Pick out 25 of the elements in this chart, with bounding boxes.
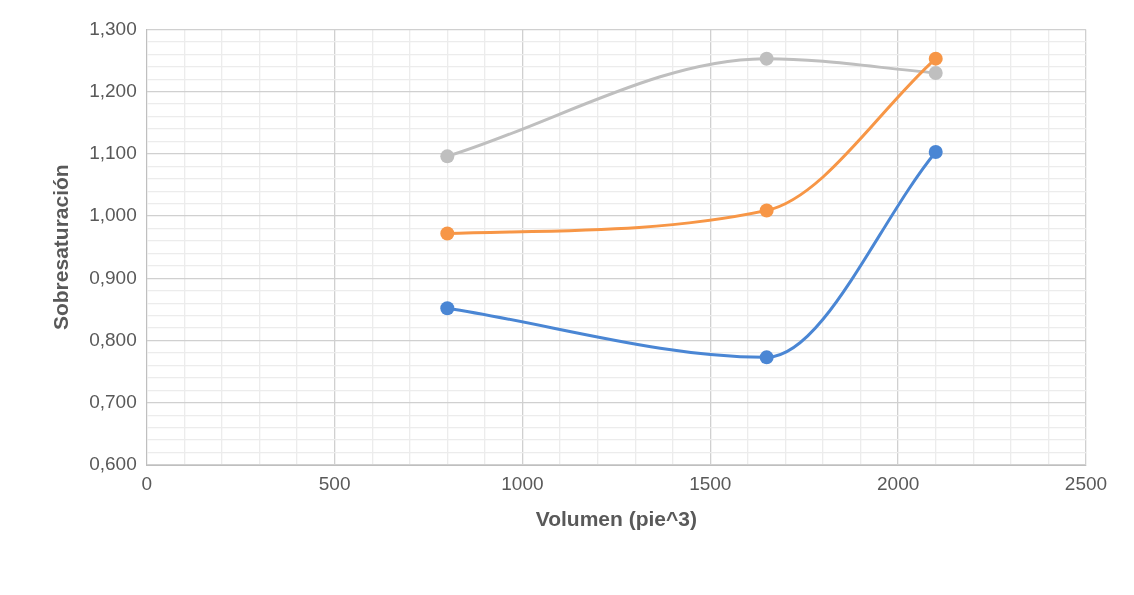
y-axis-title: Sobresaturación	[49, 164, 73, 331]
x-tick-label: 2500	[1064, 472, 1108, 494]
x-tick-label: 1000	[501, 472, 544, 494]
x-axis-title: Volumen (pie^3)	[535, 507, 697, 531]
point	[928, 144, 943, 159]
y-tick-label: 0,900	[89, 266, 137, 288]
point	[440, 226, 455, 241]
y-tick-label: 1,300	[89, 17, 137, 39]
x-tick-label: 2000	[877, 472, 920, 494]
point	[759, 203, 774, 218]
point	[440, 149, 455, 164]
y-tick-label: 1,200	[89, 79, 137, 101]
y-tick-label: 0,800	[89, 328, 137, 350]
y-tick-label: 0,700	[89, 391, 137, 413]
point	[928, 51, 943, 66]
point	[440, 301, 455, 316]
point	[759, 350, 774, 365]
point	[928, 65, 943, 80]
point	[759, 51, 774, 66]
y-tick-label: 0,600	[89, 453, 137, 475]
x-tick-label: 0	[141, 472, 153, 494]
y-tick-label: 1,000	[89, 204, 137, 226]
x-tick-label: 500	[318, 472, 351, 494]
x-tick-label: 1500	[689, 472, 732, 494]
y-tick-label: 1,100	[89, 142, 137, 164]
